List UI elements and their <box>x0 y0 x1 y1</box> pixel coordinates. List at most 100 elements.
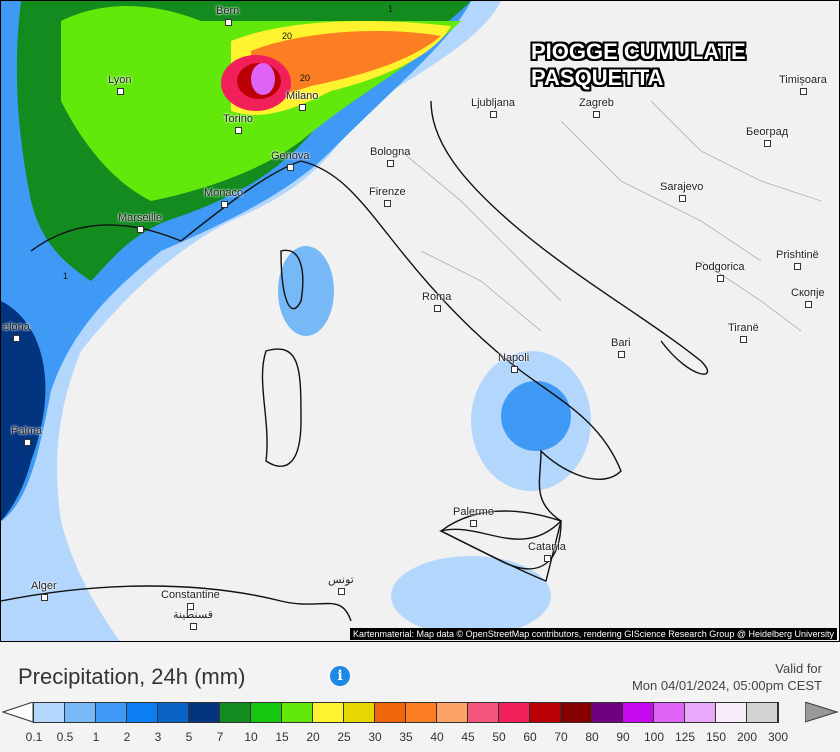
city-label: Roma <box>422 291 452 312</box>
tick-label: 40 <box>430 730 444 744</box>
city-label: تونس <box>328 574 354 595</box>
city-label: Marseille <box>118 212 163 233</box>
region-borders <box>400 100 822 332</box>
tick-label: 80 <box>585 730 599 744</box>
title-line-1: PIOGGE CUMULATE <box>531 39 746 64</box>
tick-label: 15 <box>275 730 289 744</box>
tick-label: 10 <box>244 730 258 744</box>
tick-label: 150 <box>705 730 727 744</box>
tick-label: 0.5 <box>56 730 74 744</box>
color-swatch <box>747 703 778 722</box>
info-icon[interactable]: i <box>330 666 350 686</box>
rain-core-purple <box>251 63 275 95</box>
city-label: Podgorica <box>695 261 745 282</box>
city-label: Genova <box>271 150 310 171</box>
tick-label: 300 <box>767 730 789 744</box>
legend-arrow-left <box>2 702 34 723</box>
color-swatch <box>96 703 127 722</box>
rain-sardinia-corsica <box>278 246 334 336</box>
city-label: Bologna <box>370 146 411 167</box>
city-label: elona <box>3 321 30 342</box>
tick-label: 35 <box>399 730 413 744</box>
rain-area-south <box>1 301 46 521</box>
city-label: Alger <box>31 580 57 601</box>
city-label: Firenze <box>369 186 406 207</box>
valid-time: Valid for Mon 04/01/2024, 05:00pm CEST <box>632 660 822 694</box>
city-label: Sarajevo <box>660 181 704 202</box>
color-swatch <box>282 703 313 722</box>
color-swatch <box>406 703 437 722</box>
valid-time-value: Mon 04/01/2024, 05:00pm CEST <box>631 678 822 693</box>
color-swatch <box>65 703 96 722</box>
color-swatch <box>34 703 65 722</box>
tick-label: 7 <box>216 730 224 744</box>
color-swatch <box>499 703 530 722</box>
city-label: Prishtinë <box>776 249 819 270</box>
tick-label: 1 <box>92 730 100 744</box>
contour-label: 20 <box>300 73 311 83</box>
tick-label: 0.1 <box>25 730 43 744</box>
city-label: Скопје <box>791 287 825 308</box>
tick-label: 50 <box>492 730 506 744</box>
precipitation-map[interactable]: PIOGGE CUMULATE PASQUETTA Bern Lyon Mila… <box>0 0 840 642</box>
legend-title: Precipitation, 24h (mm) <box>18 664 246 689</box>
city-label: قسنطينة <box>173 609 213 630</box>
contour-label: 1 <box>63 271 69 281</box>
city-label: Monaco <box>204 187 244 208</box>
city-label: Palermo <box>453 506 494 527</box>
city-label: Bari <box>611 337 631 358</box>
color-swatch <box>592 703 623 722</box>
color-swatch <box>344 703 375 722</box>
tick-label: 5 <box>185 730 193 744</box>
tick-label: 100 <box>643 730 665 744</box>
tick-label: 90 <box>616 730 630 744</box>
legend-arrow-right <box>805 702 839 723</box>
color-swatch <box>127 703 158 722</box>
city-label: Milano <box>286 90 319 111</box>
map-title: PIOGGE CUMULATE PASQUETTA <box>531 39 746 91</box>
color-swatch <box>375 703 406 722</box>
color-swatch <box>437 703 468 722</box>
city-label: Torino <box>223 113 253 134</box>
title-line-2: PASQUETTA <box>531 65 664 90</box>
rain-campania-core <box>501 381 571 451</box>
rain-sicily-south <box>391 556 551 636</box>
color-swatch <box>530 703 561 722</box>
city-label: Београд <box>746 126 789 147</box>
tick-label: 125 <box>674 730 696 744</box>
city-label: Zagreb <box>579 97 614 118</box>
city-label: Palma <box>11 425 43 446</box>
tick-label: 45 <box>461 730 475 744</box>
rain-area-orange <box>251 31 441 97</box>
city-label: Catania <box>528 541 566 562</box>
tick-label: 20 <box>306 730 320 744</box>
color-swatch <box>468 703 499 722</box>
tick-label: 30 <box>368 730 382 744</box>
city-label: Napoli <box>498 352 530 373</box>
city-label: Ljubljana <box>471 97 516 118</box>
tick-label: 60 <box>523 730 537 744</box>
city-label: Bern <box>216 5 240 26</box>
precipitation-layer <box>1 1 822 641</box>
tick-label: 3 <box>154 730 162 744</box>
color-swatch <box>189 703 220 722</box>
city-label: Tiranë <box>728 322 759 343</box>
tick-label: 70 <box>554 730 568 744</box>
color-swatch <box>158 703 189 722</box>
coastlines <box>1 100 708 622</box>
color-swatch <box>654 703 685 722</box>
city-label: Constantine <box>161 589 220 610</box>
color-swatch <box>251 703 282 722</box>
city-label: Lyon <box>108 74 132 95</box>
color-swatch <box>313 703 344 722</box>
contour-label: 1 <box>388 4 394 14</box>
color-swatch <box>561 703 592 722</box>
color-scale-bar <box>33 702 779 723</box>
color-swatch <box>623 703 654 722</box>
valid-label: Valid for <box>775 661 822 676</box>
color-swatch <box>220 703 251 722</box>
tick-label: 2 <box>123 730 131 744</box>
map-credit: Kartenmaterial: Map data © OpenStreetMap… <box>350 628 837 640</box>
contour-label: 20 <box>282 31 293 41</box>
tick-label: 200 <box>736 730 758 744</box>
